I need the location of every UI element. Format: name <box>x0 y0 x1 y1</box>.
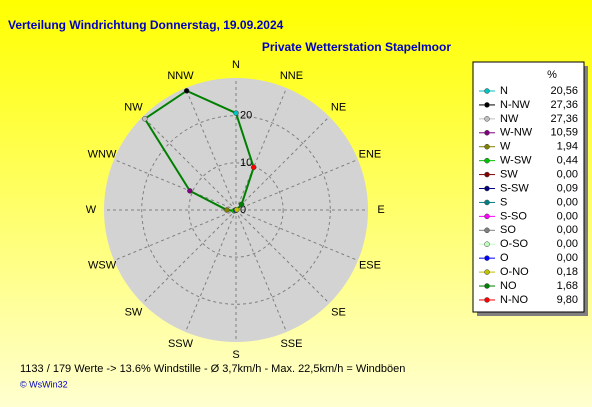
legend-value: 1,68 <box>557 280 578 292</box>
direction-label: E <box>377 204 384 216</box>
legend-value: 0,00 <box>557 196 578 208</box>
r-tick-label: 20 <box>240 110 252 122</box>
legend-label: O <box>500 252 509 264</box>
legend-title: % <box>547 69 557 81</box>
spoke <box>142 116 237 211</box>
spoke <box>235 209 359 261</box>
wind-point <box>142 116 148 122</box>
spoke <box>113 159 237 211</box>
legend-value: 0,09 <box>557 182 578 194</box>
r-tick-label: 10 <box>240 157 252 169</box>
legend-marker <box>484 213 490 220</box>
legend-label: W-NW <box>500 127 533 139</box>
legend-marker <box>484 297 490 303</box>
legend-marker <box>484 269 490 275</box>
legend-marker <box>484 241 490 247</box>
legend-label: S-SW <box>500 182 529 194</box>
legend-label: W-SW <box>500 155 532 167</box>
legend-marker <box>484 130 490 136</box>
grid-circle <box>141 115 331 305</box>
spoke <box>235 209 330 304</box>
legend-label: N-NW <box>500 99 531 111</box>
chart-title: Verteilung Windrichtung Donnerstag, 19.0… <box>8 18 284 32</box>
legend-marker <box>484 185 490 192</box>
legend-value: 0,00 <box>557 224 578 236</box>
legend-label: NW <box>500 113 519 125</box>
legend-value: 27,36 <box>550 99 578 111</box>
chart-subtitle: Private Wetterstation Stapelmoor <box>262 40 451 54</box>
footer: 1133 / 179 Werte -> 13.6% Windstille - Ø… <box>20 363 405 375</box>
spoke <box>235 159 359 211</box>
legend-value: 0,00 <box>557 168 578 180</box>
direction-label: NE <box>331 101 346 113</box>
legend-value: 0,00 <box>557 252 578 264</box>
direction-label: W <box>86 204 97 216</box>
legend-marker <box>484 199 490 206</box>
legend-marker <box>484 116 490 122</box>
wind-point <box>238 201 245 208</box>
wind-point <box>224 207 230 213</box>
legend-label: O-NO <box>500 266 529 278</box>
legend-value: 20,56 <box>550 85 578 97</box>
direction-label: NW <box>124 101 143 113</box>
legend-label: S-SO <box>500 210 527 222</box>
spoke <box>142 209 237 304</box>
legend-value: 0,18 <box>557 266 578 278</box>
direction-label: NNW <box>167 70 194 82</box>
legend-value: 9,80 <box>557 294 578 306</box>
legend-marker <box>484 157 490 164</box>
wind-point <box>187 188 193 194</box>
legend-marker <box>484 143 490 150</box>
legend-marker <box>484 227 490 234</box>
direction-label: WNW <box>88 148 117 160</box>
direction-label: SSE <box>280 338 302 350</box>
direction-label: SE <box>331 306 346 318</box>
direction-label: SSW <box>168 338 194 350</box>
legend-value: 0,00 <box>557 238 578 250</box>
wind-point <box>233 110 239 116</box>
direction-label: ESE <box>359 259 381 271</box>
legend-marker <box>484 171 490 178</box>
wind-point <box>183 88 190 94</box>
legend-label: SW <box>500 168 518 180</box>
legend-marker <box>484 283 490 289</box>
legend-value: 0,00 <box>557 210 578 222</box>
legend-value: 27,36 <box>550 113 578 125</box>
spoke <box>235 209 287 333</box>
legend-marker <box>484 102 490 108</box>
grid-circle <box>188 162 284 258</box>
legend-value: 1,94 <box>557 141 578 153</box>
spoke <box>113 209 237 261</box>
legend-label: NO <box>500 280 517 292</box>
r-tick-label: 0 <box>240 204 246 216</box>
direction-label: ENE <box>359 148 382 160</box>
legend-label: S <box>500 196 507 208</box>
direction-label: NNE <box>280 70 303 82</box>
direction-label: N <box>232 59 240 71</box>
legend-label: W <box>500 141 511 153</box>
direction-label: S <box>232 349 239 361</box>
spoke <box>235 116 330 211</box>
legend-value: 0,44 <box>557 155 578 167</box>
legend-label: SO <box>500 224 516 236</box>
spoke <box>185 87 237 211</box>
legend-label: O-SO <box>500 238 529 250</box>
direction-label: SW <box>125 306 143 318</box>
legend-label: N <box>500 85 508 97</box>
legend-marker <box>484 88 490 94</box>
credit: © WsWin32 <box>20 379 68 389</box>
direction-label: WSW <box>88 259 117 271</box>
legend-label: N-NO <box>500 294 529 306</box>
spoke <box>185 209 237 333</box>
legend <box>472 61 585 313</box>
spoke <box>235 87 287 211</box>
legend-marker <box>484 255 490 261</box>
legend-value: 10,59 <box>550 127 578 139</box>
wind-point <box>250 164 257 171</box>
wind-point <box>234 206 240 213</box>
